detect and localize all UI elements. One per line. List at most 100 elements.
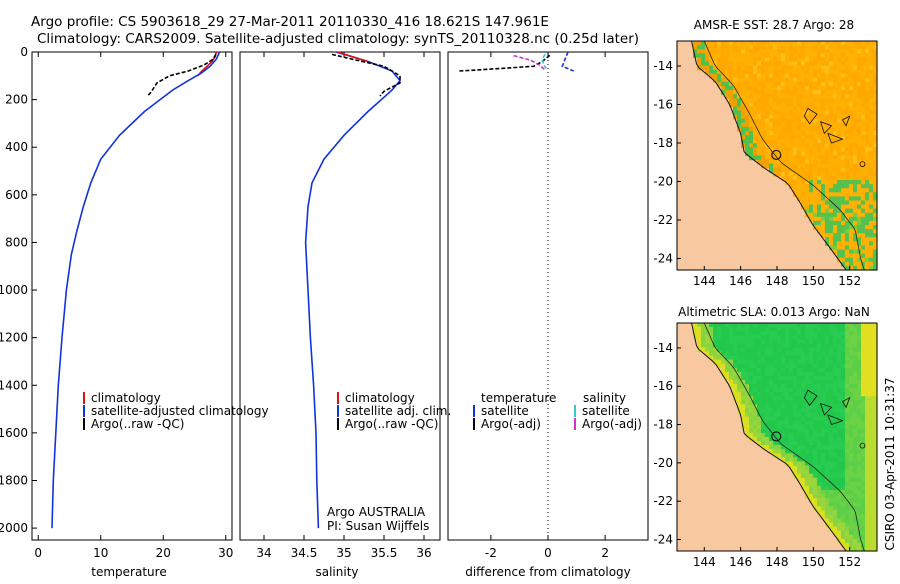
ocean-cell	[753, 151, 758, 157]
ocean-cell	[817, 416, 822, 422]
ocean-cell	[705, 347, 710, 353]
ocean-cell	[761, 163, 766, 169]
ocean-cell	[825, 498, 830, 503]
ocean-cell	[801, 45, 806, 50]
ocean-cell	[797, 375, 802, 381]
ocean-cell	[781, 53, 786, 58]
ocean-cell	[861, 502, 866, 507]
ocean-cell	[861, 151, 866, 157]
ocean-cell	[853, 323, 858, 328]
ocean-cell	[829, 424, 834, 430]
ocean-cell	[785, 327, 790, 332]
ocean-cell	[753, 106, 758, 112]
ocean-cell	[797, 122, 802, 128]
ocean-cell	[849, 69, 854, 75]
ocean-cell	[845, 77, 850, 83]
ocean-cell	[773, 94, 778, 99]
ocean-cell	[837, 502, 842, 507]
ocean-cell	[801, 473, 806, 479]
ocean-cell	[785, 171, 790, 177]
ocean-cell	[837, 41, 842, 46]
ocean-cell	[829, 432, 834, 438]
ocean-cell	[805, 81, 810, 87]
ocean-cell	[785, 85, 790, 91]
ocean-cell	[825, 85, 830, 91]
ocean-cell	[833, 384, 838, 389]
ocean-cell	[737, 57, 742, 63]
ocean-cell	[805, 404, 810, 410]
ocean-cell	[849, 542, 854, 548]
x-tick-label: 34.5	[291, 546, 318, 560]
ocean-cell	[841, 522, 846, 528]
ocean-cell	[873, 192, 878, 197]
ocean-cell	[817, 192, 822, 197]
ocean-cell	[797, 45, 802, 50]
ocean-cell	[853, 339, 858, 344]
ocean-cell	[793, 139, 798, 144]
ocean-cell	[841, 473, 846, 479]
ocean-cell	[861, 449, 866, 454]
ocean-cell	[813, 216, 818, 222]
ocean-cell	[829, 343, 834, 349]
ocean-cell	[865, 473, 870, 479]
ocean-cell	[729, 94, 734, 99]
ocean-cell	[821, 428, 826, 434]
ocean-cell	[749, 392, 754, 397]
ocean-cell	[825, 408, 830, 414]
ocean-cell	[837, 122, 842, 128]
ocean-cell	[833, 441, 838, 446]
ocean-cell	[853, 380, 858, 385]
ocean-cell	[845, 143, 850, 148]
ocean-cell	[853, 457, 858, 463]
ocean-cell	[869, 77, 874, 83]
ocean-cell	[725, 375, 730, 381]
ocean-cell	[853, 106, 858, 112]
ocean-cell	[773, 359, 778, 365]
ocean-cell	[781, 65, 786, 71]
ocean-cell	[841, 331, 846, 336]
ocean-cell	[861, 518, 866, 524]
ocean-cell	[773, 77, 778, 83]
ocean-cell	[757, 343, 762, 349]
ocean-cell	[765, 432, 770, 438]
ocean-cell	[749, 130, 754, 136]
ocean-cell	[829, 331, 834, 336]
ocean-cell	[781, 94, 786, 99]
ocean-cell	[741, 139, 746, 144]
ocean-cell	[805, 204, 810, 210]
ocean-cell	[821, 220, 826, 226]
ocean-cell	[801, 404, 806, 410]
ocean-cell	[821, 118, 826, 124]
ocean-cell	[841, 180, 846, 185]
ocean-cell	[745, 323, 750, 328]
ocean-cell	[837, 147, 842, 153]
ocean-cell	[761, 339, 766, 344]
ocean-cell	[797, 57, 802, 63]
ocean-cell	[765, 347, 770, 353]
ocean-cell	[853, 94, 858, 99]
ocean-cell	[777, 65, 782, 71]
ocean-cell	[773, 445, 778, 450]
ocean-cell	[813, 367, 818, 373]
ocean-cell	[777, 69, 782, 75]
ocean-cell	[873, 506, 878, 511]
ocean-cell	[821, 359, 826, 365]
ocean-cell	[821, 498, 826, 503]
ocean-cell	[869, 196, 874, 202]
ocean-cell	[845, 241, 850, 247]
ocean-cell	[861, 542, 866, 548]
x-tick-label: 35.5	[371, 546, 398, 560]
ocean-cell	[845, 412, 850, 418]
ocean-cell	[857, 81, 862, 87]
ocean-cell	[701, 61, 706, 67]
ocean-cell	[761, 432, 766, 438]
ocean-cell	[761, 53, 766, 58]
ocean-cell	[845, 437, 850, 442]
ocean-cell	[773, 392, 778, 397]
ocean-cell	[765, 384, 770, 389]
y-tick-label: 1200	[0, 331, 28, 345]
ocean-cell	[833, 445, 838, 450]
ocean-cell	[765, 355, 770, 361]
ocean-cell	[761, 367, 766, 373]
ocean-cell	[797, 380, 802, 385]
